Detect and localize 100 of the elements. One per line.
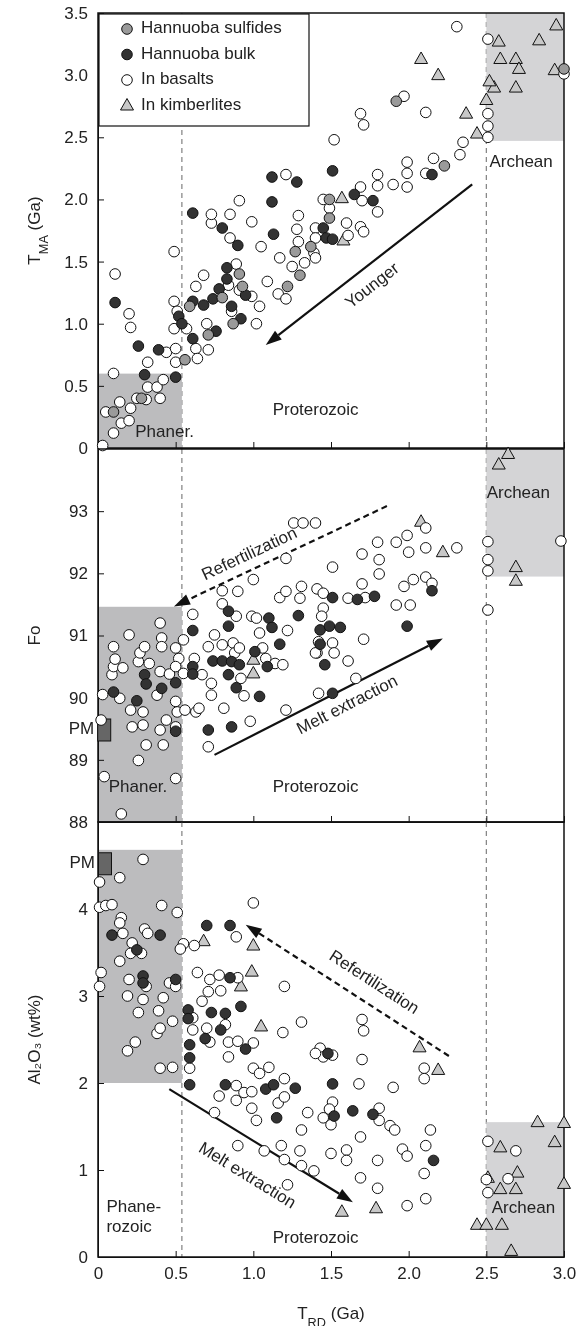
point (323, 193, 336, 206)
point (186, 668, 199, 680)
point (230, 681, 243, 694)
point (233, 658, 246, 671)
point (107, 406, 120, 418)
band-label: Phaner. (108, 776, 168, 796)
series-label: PM (68, 719, 95, 739)
point (530, 1114, 545, 1128)
point (183, 1051, 196, 1064)
point (253, 690, 266, 703)
point (169, 676, 182, 689)
y-tick-label: 93 (69, 502, 88, 522)
point (197, 299, 210, 311)
point (131, 694, 143, 707)
point (216, 291, 229, 304)
point (508, 51, 523, 64)
point (348, 188, 361, 201)
point (214, 1024, 227, 1036)
point (266, 171, 278, 183)
point (235, 1000, 247, 1013)
point (351, 593, 364, 606)
point (547, 1134, 562, 1148)
point (225, 300, 238, 313)
point (491, 457, 506, 470)
point (491, 34, 506, 47)
point (431, 67, 446, 81)
band-label: Archean (486, 482, 550, 502)
annotation: Proterozoic (272, 776, 360, 796)
y-axis-title: Fo (25, 625, 44, 646)
point (186, 332, 199, 345)
point (470, 126, 485, 139)
point (236, 280, 249, 293)
point (152, 344, 165, 356)
point (401, 620, 413, 632)
point (224, 971, 236, 984)
point (334, 621, 347, 634)
annotation: Proterozoic (272, 1228, 360, 1248)
point (155, 682, 168, 695)
x-axis-title: T$_{RD}$ (Ga) (297, 1304, 365, 1326)
point (289, 245, 302, 258)
point (140, 678, 152, 690)
point (493, 1181, 508, 1195)
x-tick-label: 0.5 (164, 1264, 188, 1284)
point (346, 1105, 359, 1117)
y-tick-label: 91 (69, 626, 88, 646)
point (176, 317, 188, 330)
point (169, 725, 182, 738)
point (202, 329, 215, 341)
point (199, 1032, 211, 1045)
point (281, 280, 294, 293)
point (317, 222, 330, 234)
y-tick-label: 92 (69, 564, 88, 584)
point (557, 1115, 571, 1129)
legend-label: Hannuoba bulk (141, 43, 256, 63)
point (235, 312, 247, 325)
point (459, 106, 474, 119)
point (427, 1154, 440, 1167)
point (239, 1043, 252, 1055)
point (493, 1139, 508, 1153)
point (183, 1078, 196, 1091)
point (132, 340, 145, 352)
point (131, 944, 143, 956)
point (135, 392, 148, 405)
annotation: Proterozoic (272, 399, 360, 419)
point (291, 176, 303, 188)
point (207, 655, 219, 667)
point (435, 544, 450, 558)
point (239, 289, 252, 301)
point (508, 559, 523, 573)
series-label: PM (69, 853, 95, 873)
point (431, 1062, 446, 1075)
point (213, 283, 225, 295)
point (266, 621, 278, 634)
point (216, 222, 229, 234)
point (263, 612, 275, 624)
point (202, 724, 215, 736)
x-tick-label: 1.0 (242, 1264, 266, 1284)
point (501, 446, 516, 459)
y-tick-label: 3.5 (64, 3, 88, 23)
point (532, 32, 547, 46)
point (186, 624, 199, 637)
x-tick-label: 0 (93, 1264, 104, 1284)
point (138, 668, 151, 681)
point (426, 168, 438, 181)
point (508, 80, 523, 93)
point (493, 51, 508, 64)
point (326, 165, 339, 177)
point (137, 977, 149, 989)
point (326, 591, 339, 604)
y-tick-label: 2.0 (64, 190, 88, 210)
y-tick-label: 0 (78, 1247, 88, 1267)
point (326, 233, 339, 245)
y-tick-label: 1.0 (64, 314, 88, 334)
point (328, 1110, 340, 1122)
point (412, 1039, 427, 1053)
point (368, 590, 381, 603)
point (259, 1083, 272, 1095)
point (219, 1007, 232, 1020)
point (182, 1012, 194, 1025)
point (504, 1243, 519, 1256)
